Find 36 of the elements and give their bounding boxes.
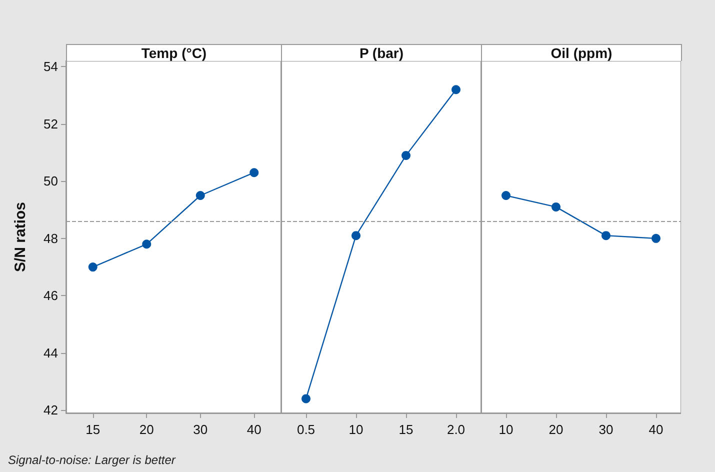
y-tick-label: 44 (44, 345, 58, 360)
point (88, 262, 98, 272)
x-tick-label: 40 (246, 422, 262, 437)
x-tick-label: 30 (598, 422, 614, 437)
text: Signal-to-noise: Larger is better (8, 453, 176, 467)
point (352, 231, 360, 240)
point (452, 85, 460, 94)
chart-title: P (bar) (281, 44, 482, 61)
y-tick-label: 46 (44, 288, 58, 304)
point (552, 202, 560, 212)
y-tick-label: 52 (44, 116, 58, 132)
point (196, 191, 205, 200)
x-tick-label: 30 (193, 422, 208, 437)
x-tick-label: 15 (86, 422, 100, 437)
x-tick-label: 20 (139, 422, 154, 437)
x-tick-label: 20 (548, 422, 564, 437)
point (250, 168, 259, 178)
x-tick-label: 2.0 (446, 422, 466, 437)
x-tick-label: 0.5 (296, 422, 316, 437)
point (142, 240, 152, 249)
chart-title: Temp (°C) (66, 44, 282, 61)
point (602, 231, 610, 240)
point (302, 394, 310, 404)
x-tick-label: 40 (648, 422, 664, 437)
y-axis-title: S/N ratios (12, 202, 29, 272)
x-tick-label: 10 (348, 422, 364, 437)
point (652, 234, 660, 243)
point (502, 191, 510, 200)
y-tick-label: 50 (44, 174, 58, 189)
y-tick-label: 42 (44, 402, 58, 418)
point (402, 150, 410, 160)
x-tick-label: 15 (398, 422, 414, 437)
x-tick-label: 10 (498, 422, 514, 437)
y-tick-label: 48 (44, 230, 58, 246)
chart-title: Oil (ppm) (481, 44, 682, 61)
y-tick-label: 54 (44, 59, 58, 74)
